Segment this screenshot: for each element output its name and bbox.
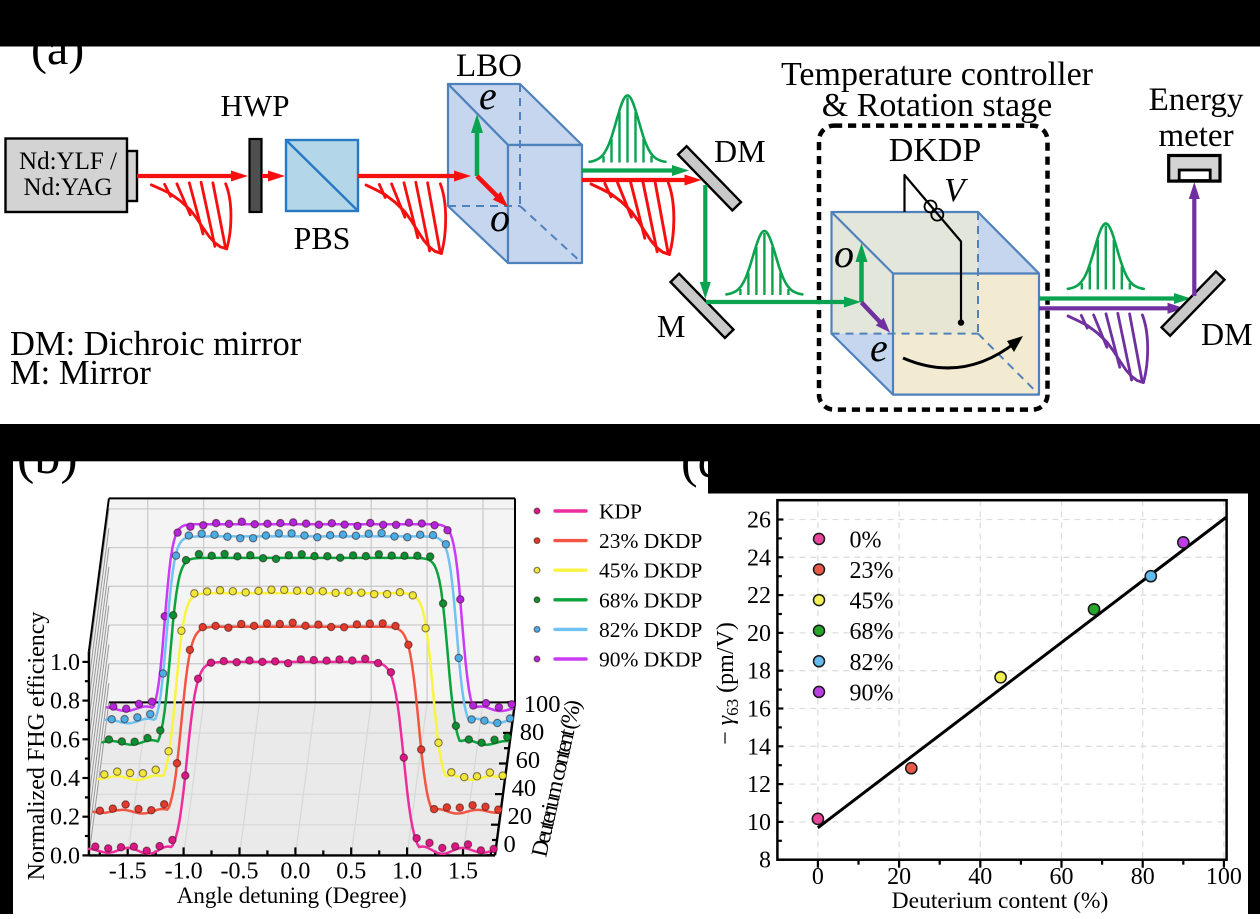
svg-text:Deuterium content (%): Deuterium content (%) <box>892 888 1109 914</box>
svg-text:0: 0 <box>504 831 516 858</box>
svg-text:HWP: HWP <box>221 88 290 123</box>
svg-text:82% DKDP: 82% DKDP <box>599 618 702 642</box>
svg-text:& Rotation stage: & Rotation stage <box>822 87 1052 124</box>
svg-text:0.0: 0.0 <box>280 859 310 885</box>
svg-text:0.5: 0.5 <box>336 859 366 885</box>
svg-text:Normalized FHG efficiency: Normalized FHG efficiency <box>24 612 50 881</box>
svg-text:90%: 90% <box>850 680 894 706</box>
svg-text:23%: 23% <box>850 558 894 584</box>
svg-text:100: 100 <box>524 691 561 718</box>
svg-text:0.0: 0.0 <box>50 843 80 869</box>
svg-text:40: 40 <box>968 864 992 890</box>
svg-text:e: e <box>870 325 888 370</box>
svg-text:100: 100 <box>1206 864 1242 890</box>
svg-text:45%: 45% <box>850 589 894 615</box>
svg-text:16: 16 <box>747 697 771 723</box>
svg-text:10: 10 <box>747 810 771 836</box>
svg-text:0: 0 <box>812 864 824 890</box>
svg-text:60: 60 <box>516 747 541 774</box>
svg-text:e: e <box>479 73 497 118</box>
svg-text:M: M <box>657 308 685 344</box>
svg-text:80: 80 <box>520 719 545 746</box>
svg-text:DM: DM <box>714 133 766 169</box>
svg-text:-1.0: -1.0 <box>165 859 203 885</box>
svg-text:82%: 82% <box>850 650 894 676</box>
svg-text:90% DKDP: 90% DKDP <box>599 648 702 672</box>
svg-text:0.4: 0.4 <box>50 766 80 792</box>
svg-text:45% DKDP: 45% DKDP <box>599 559 702 583</box>
svg-text:0%: 0% <box>850 527 882 553</box>
svg-text:KDP: KDP <box>599 500 642 524</box>
svg-text:meter: meter <box>1158 118 1233 154</box>
svg-text:20: 20 <box>887 864 911 890</box>
svg-text:PBS: PBS <box>294 220 351 256</box>
svg-text:o: o <box>490 195 510 240</box>
svg-text:-0.5: -0.5 <box>221 859 259 885</box>
svg-text:M: Mirror: M: Mirror <box>10 354 151 392</box>
svg-text:8: 8 <box>759 848 771 874</box>
svg-text:60: 60 <box>1050 864 1074 890</box>
svg-text:24: 24 <box>747 545 771 571</box>
svg-text:68% DKDP: 68% DKDP <box>599 588 702 612</box>
svg-text:0.2: 0.2 <box>50 805 80 831</box>
svg-text:12: 12 <box>747 772 771 798</box>
svg-text:Energy: Energy <box>1149 82 1244 118</box>
svg-text:Nd:YAG: Nd:YAG <box>24 174 113 201</box>
svg-text:0.6: 0.6 <box>50 727 80 753</box>
svg-text:26: 26 <box>747 508 771 534</box>
svg-text:20: 20 <box>747 621 771 647</box>
svg-text:1.0: 1.0 <box>50 650 80 676</box>
svg-text:DM: DM <box>1201 316 1253 352</box>
svg-text:22: 22 <box>747 583 771 609</box>
svg-text:80: 80 <box>1131 864 1155 890</box>
svg-text:1.0: 1.0 <box>392 859 422 885</box>
svg-text:DM: Dichroic mirror: DM: Dichroic mirror <box>10 325 302 363</box>
svg-text:1.5: 1.5 <box>448 859 478 885</box>
svg-text:23% DKDP: 23% DKDP <box>599 529 702 553</box>
svg-text:− γ63 (pm/V): − γ63 (pm/V) <box>713 622 742 745</box>
svg-text:68%: 68% <box>850 619 894 645</box>
svg-text:DKDP: DKDP <box>889 132 982 169</box>
svg-text:40: 40 <box>512 775 536 802</box>
svg-text:Angle detuning (Degree): Angle detuning (Degree) <box>177 883 407 908</box>
svg-text:14: 14 <box>747 734 771 760</box>
svg-text:18: 18 <box>747 659 771 685</box>
svg-text:0.8: 0.8 <box>50 689 80 715</box>
svg-text:20: 20 <box>508 803 533 830</box>
svg-text:LBO: LBO <box>456 48 522 84</box>
svg-text:Temperature controller: Temperature controller <box>781 56 1094 93</box>
svg-text:o: o <box>834 231 854 276</box>
svg-text:Nd:YLF /: Nd:YLF / <box>19 148 117 175</box>
svg-text:-1.5: -1.5 <box>109 859 147 885</box>
